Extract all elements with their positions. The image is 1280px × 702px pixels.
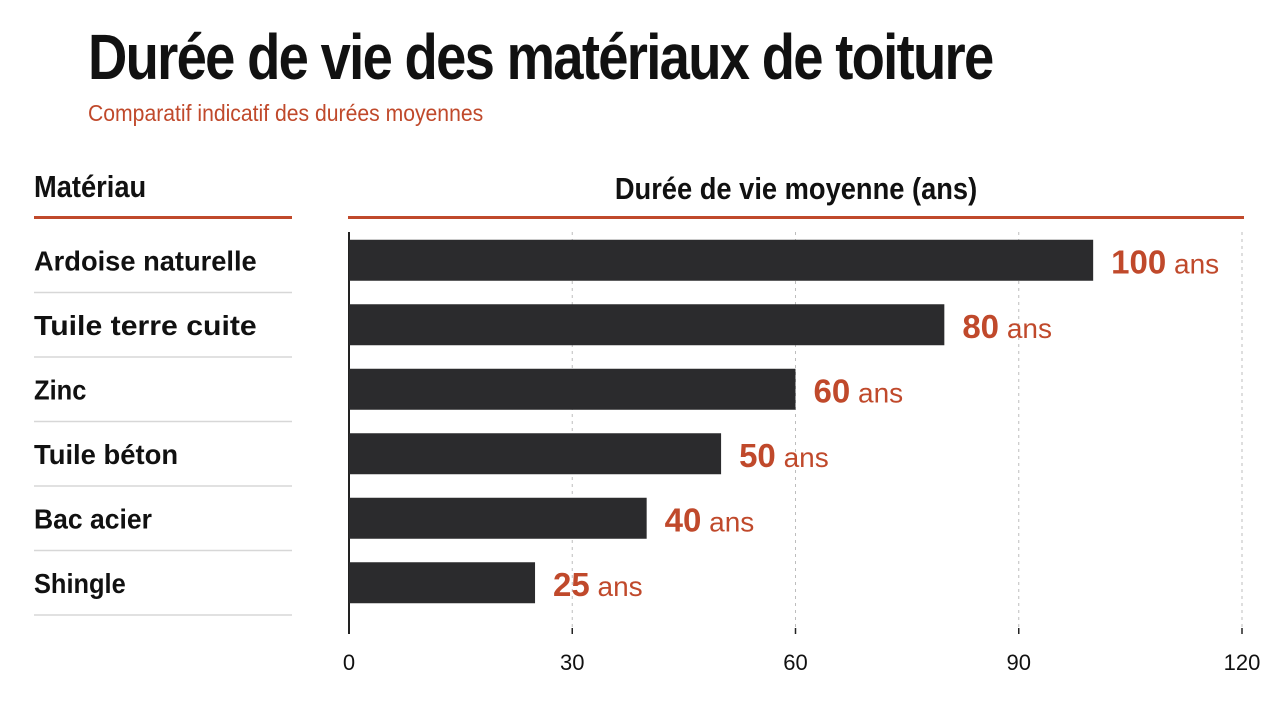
category-label: Ardoise naturelle [34, 245, 257, 276]
value-label: 40 ans [665, 501, 755, 538]
value-label: 60 ans [814, 372, 904, 409]
axis-title-rule [348, 216, 1244, 219]
value-label: 50 ans [739, 437, 829, 474]
x-axis-title: Durée de vie moyenne (ans) [614, 171, 978, 206]
materials-column-header: Matériau [34, 169, 147, 204]
bar [349, 239, 1094, 281]
x-tick-label: 90 [1007, 650, 1031, 675]
category-label: Bac acier [34, 503, 152, 534]
value-label: 25 ans [553, 566, 643, 603]
materials-header-rule [34, 216, 292, 219]
x-tick-label: 0 [343, 650, 355, 675]
category-label: Tuile terre cuite [34, 310, 257, 341]
category-label: Zinc [34, 374, 86, 405]
chart-subtitle: Comparatif indicatif des durées moyennes [88, 100, 484, 126]
bar [349, 497, 647, 539]
bar [349, 368, 796, 410]
bar [349, 562, 536, 604]
category-label: Shingle [34, 568, 126, 599]
bar [349, 304, 945, 346]
chart-title: Durée de vie des matériaux de toiture [88, 21, 994, 93]
x-tick-label: 30 [560, 650, 584, 675]
bar [349, 433, 722, 475]
value-label: 100 ans [1111, 243, 1219, 280]
x-tick-label: 60 [783, 650, 807, 675]
category-label: Tuile béton [34, 439, 178, 470]
x-tick-label: 120 [1224, 650, 1261, 675]
value-label: 80 ans [962, 308, 1052, 345]
